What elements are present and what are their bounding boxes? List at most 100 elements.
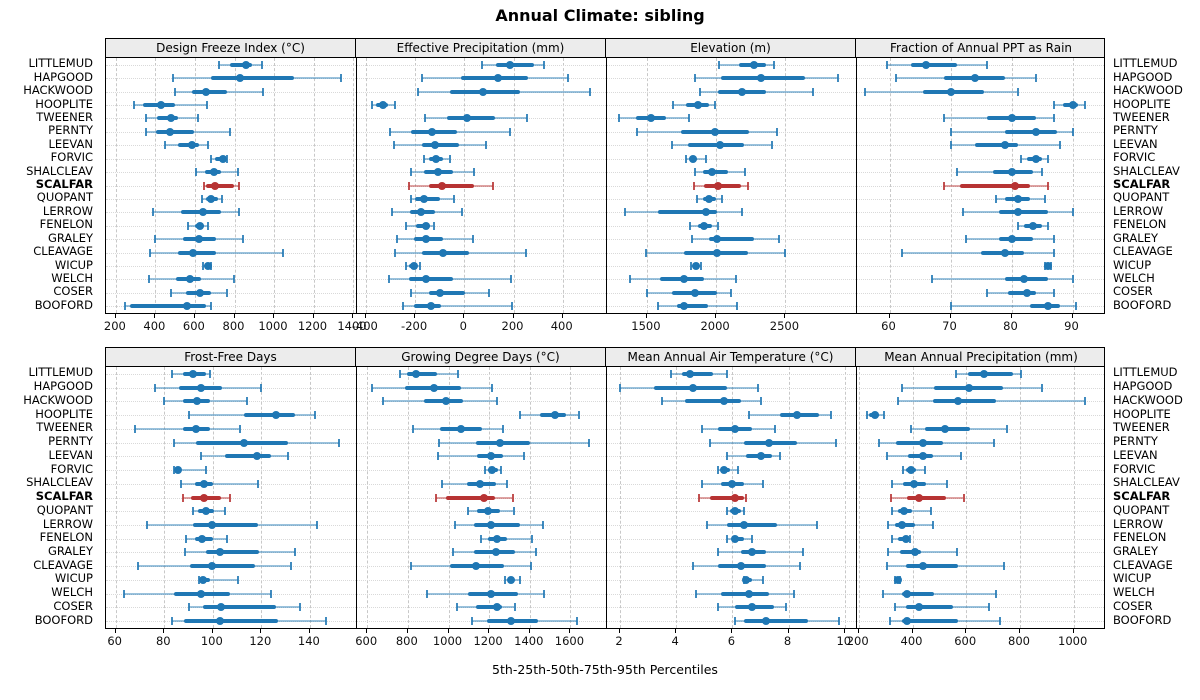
whisker-cap <box>772 60 775 69</box>
interquartile-bar <box>910 62 957 67</box>
median-dot <box>216 617 225 626</box>
whisker-cap <box>484 466 487 474</box>
site-label: CLEAVAGE <box>1113 244 1173 259</box>
axis-tick <box>787 629 789 633</box>
site-label: HAPGOOD <box>1113 69 1173 84</box>
whisker-cap <box>697 493 700 502</box>
whisker-cap <box>717 548 720 557</box>
whisker-cap <box>954 369 957 378</box>
whisker-cap <box>448 154 451 163</box>
panel-header: Mean Annual Air Temperature (°C) <box>606 348 856 366</box>
whisker-cap <box>865 411 868 420</box>
gridline-horizontal <box>606 621 856 623</box>
median-dot <box>762 617 771 626</box>
whisker-cap <box>187 221 189 230</box>
median-dot <box>1022 288 1031 297</box>
median-dot <box>186 275 194 284</box>
whisker-cap <box>955 548 958 557</box>
whisker-cap <box>154 235 157 244</box>
whisker-cap <box>618 114 621 123</box>
axis-tick-label: 140 <box>297 634 320 648</box>
median-dot <box>430 383 439 392</box>
whisker-cap <box>371 383 374 392</box>
site-label: PERNTY <box>48 123 93 138</box>
median-dot <box>218 154 227 163</box>
gridline-horizontal <box>856 483 1104 485</box>
interquartile-bar <box>205 550 259 555</box>
median-dot <box>200 493 209 502</box>
whisker-cap <box>690 235 693 244</box>
whisker-cap <box>416 87 419 96</box>
whisker-cap <box>669 369 672 378</box>
median-dot <box>694 101 703 109</box>
whisker-cap <box>196 114 199 123</box>
axis-tick <box>312 314 314 318</box>
site-label: LEEVAN <box>48 136 93 151</box>
median-dot <box>647 114 655 123</box>
whisker-cap <box>636 127 639 136</box>
whisker-cap <box>931 275 934 284</box>
gridline-horizontal <box>106 428 356 430</box>
panel-body <box>356 367 606 628</box>
axis-tick <box>211 629 213 633</box>
whisker-cap <box>714 101 717 109</box>
site-label: WELCH <box>51 585 93 600</box>
axis-tick <box>447 629 449 633</box>
axis-tick-label: 80 <box>1003 319 1018 333</box>
median-dot <box>893 575 902 584</box>
median-dot <box>731 493 740 502</box>
figure-caption: 5th-25th-50th-75th-95th Percentiles <box>492 662 718 677</box>
median-dot <box>551 411 560 420</box>
whisker-cap <box>148 248 151 257</box>
panel-body <box>856 58 1104 313</box>
median-dot <box>708 168 716 177</box>
whisker-cap <box>964 235 967 244</box>
interquartile-bar <box>224 454 271 459</box>
axis-tick <box>561 314 563 318</box>
whisker-cap <box>470 617 473 626</box>
gridline-horizontal <box>856 415 1104 417</box>
gridline-horizontal <box>856 442 1104 444</box>
axis-tick-label: 200 <box>103 319 126 333</box>
whisker-cap <box>994 589 997 598</box>
site-label: PERNTY <box>1113 123 1158 138</box>
gridline-horizontal <box>356 415 606 417</box>
whisker-cap <box>949 127 952 136</box>
interquartile-bar <box>244 413 296 418</box>
site-label: LEEVAN <box>1113 447 1158 462</box>
whisker-cap <box>473 168 476 177</box>
median-dot <box>979 369 988 378</box>
whisker-cap <box>812 87 815 96</box>
whisker-cap <box>281 248 284 257</box>
whisker-cap <box>529 562 532 571</box>
median-dot <box>756 452 765 461</box>
whisker-cap <box>134 424 137 433</box>
gridline-horizontal <box>856 266 1104 267</box>
axis-tick <box>366 629 368 633</box>
whisker-cap <box>784 248 787 257</box>
whisker-cap <box>708 438 711 447</box>
axis-tick-label: 800 <box>1008 634 1030 648</box>
gridline-horizontal <box>356 105 606 106</box>
whisker-cap <box>759 397 762 406</box>
median-dot <box>1007 235 1016 244</box>
gridline-horizontal <box>106 239 356 241</box>
median-dot <box>715 141 724 150</box>
gridline-horizontal <box>106 538 356 540</box>
gridline-horizontal <box>606 552 856 554</box>
whisker-cap <box>784 603 787 612</box>
whisker-cap <box>1019 154 1022 163</box>
whisker-cap <box>299 603 302 612</box>
whisker-cap <box>237 575 240 584</box>
whisker-cap <box>144 127 147 136</box>
site-label: FORVIC <box>50 150 93 165</box>
median-dot <box>456 424 465 433</box>
whisker-cap <box>225 288 228 297</box>
interquartile-bar <box>967 371 1014 376</box>
whisker-cap <box>1034 74 1037 83</box>
whisker-cap <box>587 438 590 447</box>
median-dot <box>749 60 758 69</box>
whisker-cap <box>725 452 728 461</box>
axis-tick-label: 100 <box>200 634 223 648</box>
whisker-cap <box>888 617 891 626</box>
